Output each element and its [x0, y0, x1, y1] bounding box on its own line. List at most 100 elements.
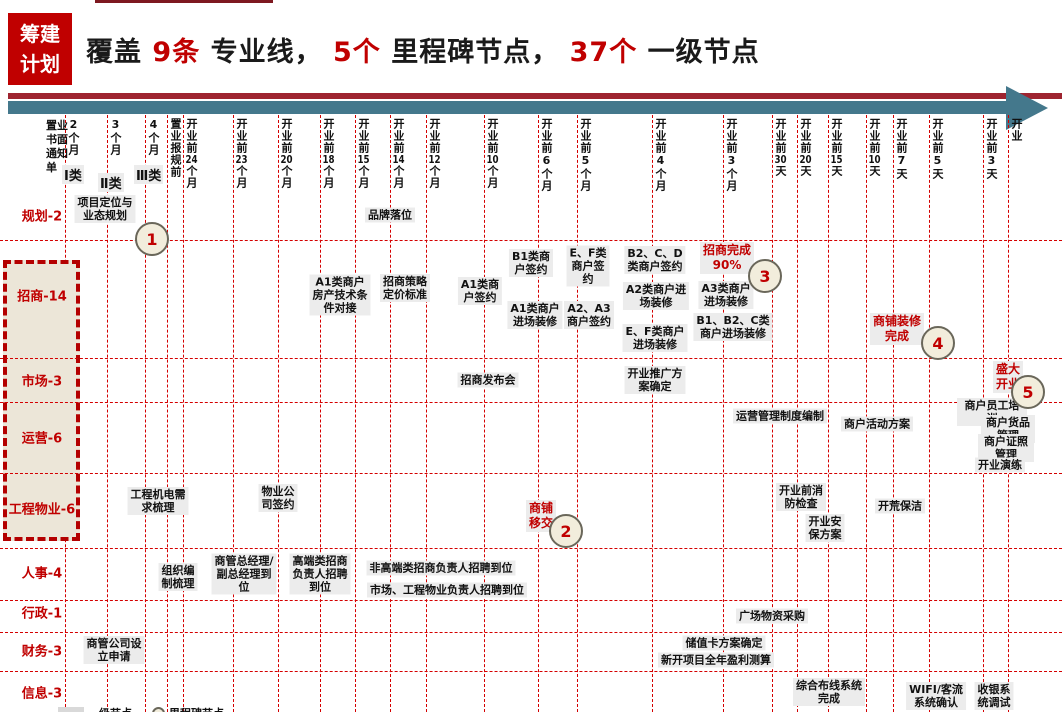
column-header-text: 开 — [1010, 118, 1023, 130]
task-box: 项目定位与 业态规划 — [74, 195, 136, 223]
column-header-text: 24 — [185, 154, 198, 165]
task-box: 开业演练 — [975, 457, 1025, 473]
task-box: A2、A3 商户签约 — [564, 301, 614, 329]
column-header-text: 天 — [895, 168, 908, 180]
row-label: 财务-3 — [21, 644, 63, 660]
column-gridline — [278, 115, 279, 712]
milestone-marker: 4 — [921, 326, 955, 360]
column-header-text: 业 — [579, 130, 592, 142]
legend-item: 里程碑节点 — [152, 705, 224, 712]
column-header-text: 业 — [985, 130, 998, 142]
column-header-text: 天 — [830, 165, 843, 177]
task-box: A1类商 户签约 — [457, 277, 503, 305]
task-box: 非高端类招商负责人招聘到位 — [366, 560, 516, 576]
column-gridline — [866, 115, 867, 712]
column-header-text: 前 — [540, 142, 553, 154]
column-header: 开业前6个月 — [540, 118, 553, 192]
category-tag: Ⅲ类 — [134, 165, 164, 184]
column-header-text: 个 — [109, 132, 122, 144]
column-header-text: 前 — [985, 142, 998, 154]
column-header-text: 月 — [322, 177, 335, 189]
plan-tag: 筹建计划 — [8, 13, 72, 85]
column-header: 开业前4个月 — [654, 118, 667, 192]
category-tag: Ⅰ类 — [62, 165, 84, 184]
column-header-text: 业 — [868, 130, 881, 142]
column-header-text: 15 — [357, 154, 370, 165]
column-header-text: 开 — [357, 118, 370, 130]
column-header: 开业前12个月 — [428, 118, 441, 189]
column-header-text: 前 — [169, 166, 182, 178]
column-header-text: 月 — [579, 180, 592, 192]
row-label: 规划-2 — [21, 209, 63, 225]
column-header-text: 月 — [235, 177, 248, 189]
column-header-text: 天 — [799, 165, 812, 177]
task-box: 广场物资采购 — [736, 608, 808, 624]
column-header-text: 开 — [774, 118, 787, 130]
column-gridline — [828, 115, 829, 712]
column-header-text: 开 — [654, 118, 667, 130]
column-header-text: 开 — [486, 118, 499, 130]
column-header-text: 前 — [830, 142, 843, 154]
column-header-text: 开 — [725, 118, 738, 130]
column-header-text: 15 — [830, 154, 843, 165]
column-header-text: 开 — [895, 118, 908, 130]
row-label: 市场-3 — [21, 374, 63, 390]
page-title: 覆盖 9条 专业线， 5个 里程碑节点， 37个 一级节点 — [86, 30, 760, 69]
column-header-text: 规 — [169, 154, 182, 166]
task-box: WIFI/客流 系统确认 — [906, 682, 966, 710]
column-header-text: 月 — [654, 180, 667, 192]
column-header-text: 2 — [67, 118, 80, 132]
task-box: 高端类招商 负责人招聘 到位 — [289, 553, 351, 595]
title-segment: 覆盖 — [86, 37, 153, 68]
task-box: 开业推广方 案确定 — [624, 366, 686, 394]
column-header-text: 业 — [725, 130, 738, 142]
row-gridline — [0, 600, 1062, 601]
task-box: 收银系 统调试 — [974, 682, 1014, 710]
column-header-text: 前 — [357, 142, 370, 154]
column-gridline — [426, 115, 427, 712]
legend-box-icon — [58, 707, 84, 712]
column-header-text: 天 — [985, 168, 998, 180]
column-gridline — [233, 115, 234, 712]
column-header: 置业报规前 — [169, 118, 182, 178]
column-header-text: 月 — [185, 177, 198, 189]
row-gridline — [0, 473, 1062, 474]
row-gridline — [0, 358, 1062, 359]
task-box: 组织编 制梳理 — [158, 563, 198, 591]
column-gridline — [538, 115, 539, 712]
column-header-text: 月 — [540, 180, 553, 192]
task-box: 品牌落位 — [365, 207, 415, 223]
task-box: A3类商户 进场装修 — [698, 281, 754, 309]
column-header-text: 月 — [67, 144, 80, 156]
category-tag: Ⅱ类 — [98, 173, 124, 192]
task-box: A1类商户 进场装修 — [507, 301, 563, 329]
column-header-text: 开 — [185, 118, 198, 130]
column-header: 开业前5个月 — [579, 118, 592, 192]
column-header-text: 前 — [725, 142, 738, 154]
column-header-text: 开 — [931, 118, 944, 130]
task-box: 物业公 司签约 — [258, 484, 298, 512]
title-segment: 里程碑节点， — [380, 37, 570, 68]
task-box: B1、B2、C类 商户进场装修 — [693, 313, 773, 341]
column-header: 开业前10天 — [868, 118, 881, 177]
column-header-text: 月 — [428, 177, 441, 189]
column-header-text: 业 — [357, 130, 370, 142]
column-header: 2个月 — [67, 118, 80, 156]
column-header: 开业前3个月 — [725, 118, 738, 192]
column-header-text: 3 — [725, 154, 738, 168]
column-header-text: 月 — [357, 177, 370, 189]
column-header: 4个月 — [147, 118, 160, 156]
column-header-text: 业 — [654, 130, 667, 142]
column-header-text: 个 — [725, 168, 738, 180]
column-header-text: 4 — [654, 154, 667, 168]
column-header-text: 前 — [428, 142, 441, 154]
column-header-text: 前 — [322, 142, 335, 154]
column-header-text: 30 — [774, 154, 787, 165]
column-header-text: 开 — [392, 118, 405, 130]
column-header-text: 6 — [540, 154, 553, 168]
column-header-text: 个 — [235, 165, 248, 177]
legend: 一级节点 里程碑节点 — [58, 705, 224, 712]
task-box: 新开项目全年盈利测算 — [658, 652, 774, 668]
column-header-text: 天 — [868, 165, 881, 177]
column-header-text: 前 — [895, 142, 908, 154]
